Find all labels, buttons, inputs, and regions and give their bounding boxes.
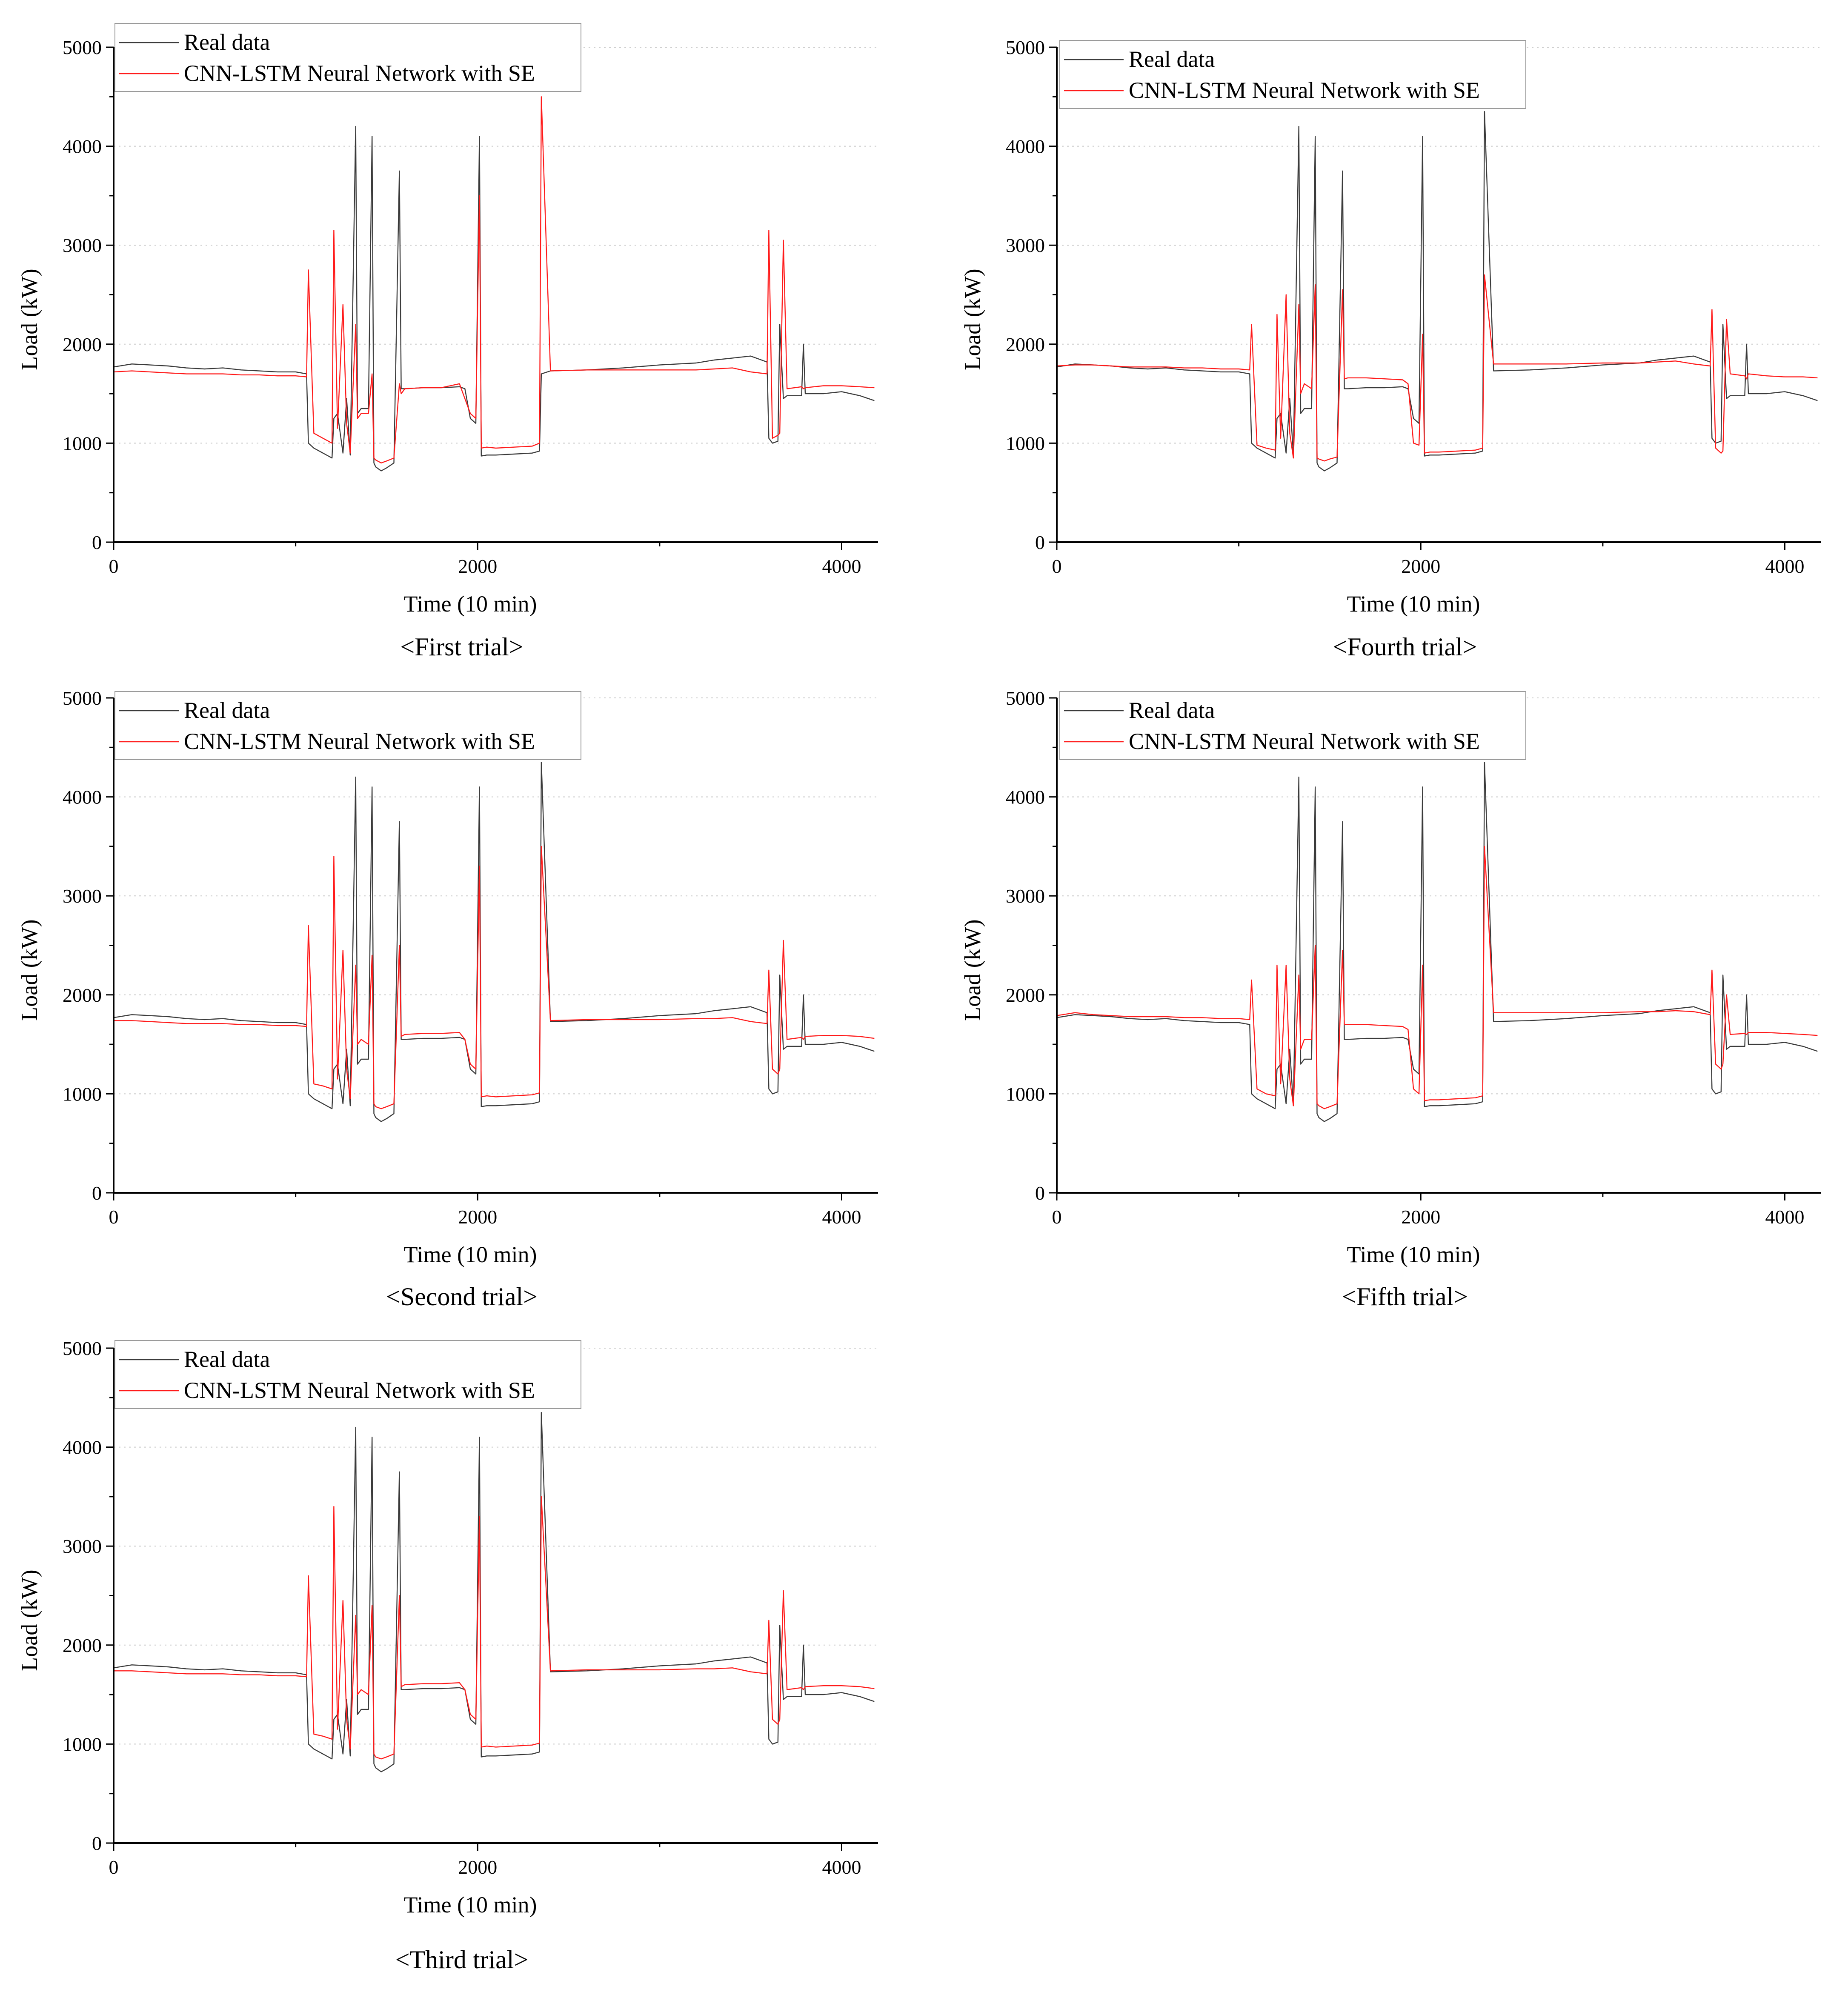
- x-tick-label: 0: [109, 1856, 119, 1878]
- y-tick-label: 2000: [1006, 334, 1045, 355]
- legend-box: [114, 1340, 581, 1409]
- y-axis-title: Load (kW): [17, 919, 42, 1020]
- y-tick-label: 2000: [63, 1635, 102, 1656]
- series-line-cnn-lstm: [1056, 274, 1818, 462]
- panel-caption: <Third trial>: [395, 1946, 529, 1974]
- legend-box: [114, 23, 581, 92]
- y-tick-label: 4000: [63, 786, 102, 808]
- y-tick-label: 3000: [1006, 234, 1045, 256]
- legend-label-predicted: CNN-LSTM Neural Network with SE: [184, 729, 535, 754]
- x-tick-label: 4000: [822, 555, 861, 577]
- panel-caption: <First trial>: [400, 633, 523, 661]
- x-axis-title: Time (10 min): [1347, 1242, 1480, 1267]
- chart-panel-fourth: 0 1000 2000 3000 4000 5000 0 2000 4000 Time (10 m…: [960, 37, 1821, 661]
- legend: Real data CNN-LSTM Neural Network with SE: [1059, 691, 1526, 760]
- legend-label-real: Real data: [1129, 697, 1215, 723]
- chart-panel-fifth: 0 1000 2000 3000 4000 5000 0 2000 4000 Time (10 m…: [960, 687, 1821, 1311]
- legend-box: [1059, 40, 1526, 109]
- series-line-real-data: [113, 126, 875, 472]
- series-line-cnn-lstm: [113, 96, 875, 464]
- x-tick-label: 0: [109, 555, 119, 577]
- y-tick-label: 1000: [1006, 1083, 1045, 1105]
- y-tick-label: 1000: [1006, 432, 1045, 454]
- y-tick-label: 1000: [63, 432, 102, 454]
- legend-box: [114, 691, 581, 760]
- x-axis-title: Time (10 min): [403, 1242, 537, 1267]
- y-tick-label: 1000: [63, 1083, 102, 1105]
- y-tick-label: 1000: [63, 1733, 102, 1755]
- chart-panel-third: 0 1000 2000 3000 4000 5000 0 2000 4000 Time (10 m…: [17, 1338, 878, 1974]
- x-tick-label: 2000: [458, 1206, 497, 1228]
- y-tick-label: 4000: [63, 1437, 102, 1458]
- x-tick-label: 0: [1052, 1206, 1062, 1228]
- x-tick-label: 4000: [822, 1206, 861, 1228]
- y-tick-label: 5000: [63, 37, 102, 58]
- chart-panel-first: 0 1000 2000 3000 4000 5000 0 2000 4000 Time (10 m…: [17, 23, 878, 661]
- y-tick-label: 4000: [1006, 786, 1045, 808]
- x-axis-title: Time (10 min): [1347, 591, 1480, 617]
- legend: Real data CNN-LSTM Neural Network with SE: [114, 23, 581, 92]
- x-axis-title: Time (10 min): [403, 591, 537, 617]
- legend-label-predicted: CNN-LSTM Neural Network with SE: [1129, 729, 1480, 754]
- y-tick-label: 2000: [63, 984, 102, 1006]
- panel-caption: <Second trial>: [386, 1283, 538, 1311]
- y-tick-label: 0: [1035, 532, 1045, 553]
- series-line-real-data: [1056, 111, 1818, 472]
- legend: Real data CNN-LSTM Neural Network with SE: [114, 691, 581, 760]
- y-tick-label: 0: [92, 1832, 102, 1854]
- y-tick-label: 3000: [1006, 885, 1045, 907]
- legend: Real data CNN-LSTM Neural Network with SE: [1059, 40, 1526, 109]
- panel-caption: <Fifth trial>: [1342, 1283, 1468, 1311]
- legend-label-real: Real data: [184, 697, 270, 723]
- y-tick-label: 5000: [63, 687, 102, 709]
- y-tick-label: 0: [92, 1182, 102, 1204]
- y-axis-title: Load (kW): [17, 1569, 42, 1671]
- y-axis-title: Load (kW): [960, 269, 985, 370]
- legend-label-real: Real data: [184, 29, 270, 55]
- legend-label-real: Real data: [1129, 46, 1215, 72]
- y-tick-label: 3000: [63, 885, 102, 907]
- x-tick-label: 2000: [458, 555, 497, 577]
- x-tick-label: 4000: [822, 1856, 861, 1878]
- y-tick-label: 5000: [1006, 37, 1045, 58]
- legend-label-predicted: CNN-LSTM Neural Network with SE: [184, 1378, 535, 1403]
- series-line-cnn-lstm: [114, 1496, 875, 1760]
- y-tick-label: 2000: [1006, 984, 1045, 1006]
- legend-label-predicted: CNN-LSTM Neural Network with SE: [184, 60, 535, 86]
- x-tick-label: 0: [109, 1206, 119, 1228]
- y-tick-label: 0: [1035, 1182, 1045, 1204]
- y-tick-label: 5000: [1006, 687, 1045, 709]
- legend: Real data CNN-LSTM Neural Network with SE: [114, 1340, 581, 1409]
- y-tick-label: 4000: [1006, 136, 1045, 157]
- x-tick-label: 4000: [1765, 1206, 1804, 1228]
- x-tick-label: 0: [1052, 555, 1062, 577]
- legend-label-predicted: CNN-LSTM Neural Network with SE: [1129, 77, 1480, 103]
- legend-box: [1059, 691, 1526, 760]
- chart-panel-second: 0 1000 2000 3000 4000 5000 0 2000 4000 Time (10 m…: [17, 687, 878, 1311]
- y-tick-label: 2000: [63, 334, 102, 355]
- y-tick-label: 3000: [63, 234, 102, 256]
- y-tick-label: 5000: [63, 1338, 102, 1359]
- y-tick-label: 4000: [63, 136, 102, 157]
- x-axis-title: Time (10 min): [403, 1892, 537, 1918]
- series-line-cnn-lstm: [1056, 846, 1818, 1109]
- x-tick-label: 2000: [1401, 1206, 1440, 1228]
- series-line-real-data: [113, 1412, 875, 1772]
- y-axis-title: Load (kW): [17, 269, 42, 370]
- series-line-cnn-lstm: [114, 846, 875, 1109]
- series-line-real-data: [113, 761, 875, 1122]
- series-line-real-data: [1056, 761, 1818, 1122]
- y-tick-label: 3000: [63, 1535, 102, 1557]
- panel-caption: <Fourth trial>: [1333, 633, 1477, 661]
- x-tick-label: 4000: [1765, 555, 1804, 577]
- x-tick-label: 2000: [458, 1856, 497, 1878]
- y-axis-title: Load (kW): [960, 919, 985, 1020]
- legend-label-real: Real data: [184, 1346, 270, 1372]
- y-tick-label: 0: [92, 532, 102, 553]
- x-tick-label: 2000: [1401, 555, 1440, 577]
